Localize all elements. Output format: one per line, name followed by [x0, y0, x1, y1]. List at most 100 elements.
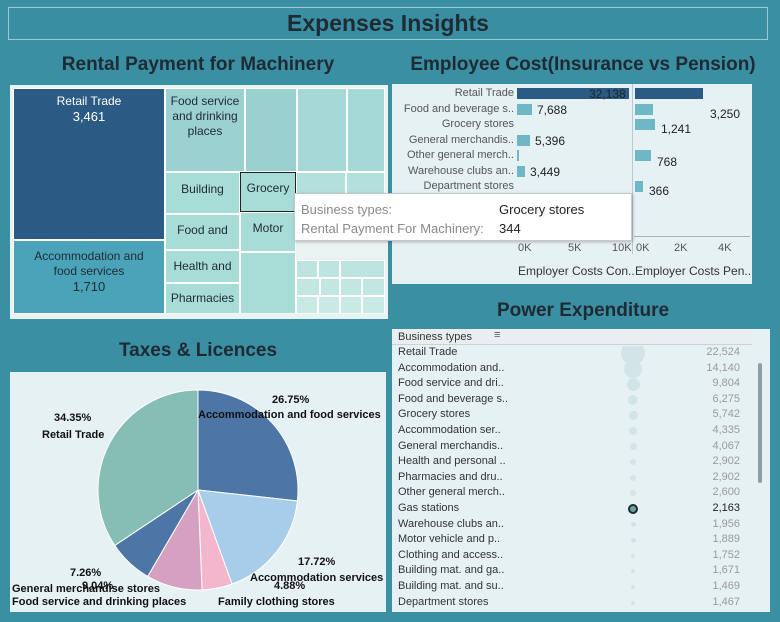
pie-label-pct: 26.75% [272, 394, 310, 406]
treemap-cell-pharmacies[interactable]: Pharmacies [165, 283, 240, 314]
axis-tick: 2K [674, 242, 688, 254]
treemap-cell[interactable] [245, 88, 297, 172]
treemap-cell[interactable] [318, 296, 340, 314]
power-row[interactable]: Pharmacies and dru.. 2,902 [392, 471, 766, 486]
power-title: Power Expenditure [496, 300, 670, 321]
treemap-cell[interactable] [318, 260, 340, 278]
power-row[interactable]: Clothing and access.. 1,752 [392, 549, 766, 564]
power-circle-mark[interactable] [630, 490, 636, 497]
power-circle-mark[interactable] [630, 474, 636, 481]
power-circle-mark[interactable] [629, 443, 637, 451]
power-circle-mark[interactable] [631, 585, 635, 589]
insurance-bar[interactable] [517, 103, 532, 115]
treemap-cell[interactable] [240, 252, 296, 314]
treemap-cell-building[interactable]: Building [165, 172, 240, 214]
treemap-label: Food service and drinking places [170, 94, 240, 138]
power-row[interactable]: Grocery stores 5,742 [392, 408, 766, 423]
treemap-cell[interactable] [362, 278, 385, 296]
power-row[interactable]: Gas stations 2,163 [392, 502, 766, 517]
power-row-value: 1,469 [712, 580, 740, 592]
power-row[interactable]: General merchandis.. 4,067 [392, 440, 766, 455]
axis-tick: 10K [612, 242, 632, 254]
power-circle-mark[interactable] [631, 600, 635, 605]
power-circle-mark[interactable] [628, 410, 638, 420]
treemap-cell-health[interactable]: Health and [165, 250, 240, 283]
treemap-cell[interactable] [340, 278, 362, 296]
sort-icon[interactable]: ≡ [494, 329, 501, 341]
treemap-cell[interactable] [340, 296, 362, 314]
pie-slice-accommodation-food[interactable] [197, 389, 299, 502]
treemap-cell-food-service[interactable]: Food service and drinking places [165, 88, 245, 172]
power-row[interactable]: Health and personal .. 2,902 [392, 455, 766, 470]
power-circle-mark[interactable] [631, 569, 635, 574]
power-row[interactable]: Warehouse clubs an.. 1,956 [392, 518, 766, 533]
power-circle-mark[interactable] [626, 377, 640, 391]
pension-bar[interactable] [635, 181, 643, 192]
power-row[interactable]: Other general merch.. 2,600 [392, 486, 766, 501]
insurance-bar[interactable] [517, 134, 530, 146]
rental-title: Rental Payment for Machinery [61, 54, 335, 75]
pension-bar[interactable] [635, 88, 703, 99]
pension-bar[interactable] [635, 150, 651, 161]
power-circle-mark[interactable] [628, 394, 638, 405]
power-circle-mark[interactable] [624, 359, 642, 378]
pie-chart [97, 389, 299, 591]
pie-label-name: Food service and drinking places [12, 596, 187, 608]
power-row[interactable]: Accommodation ser.. 4,335 [392, 424, 766, 439]
power-row-value: 6,275 [712, 392, 740, 405]
power-circle-mark[interactable] [621, 346, 645, 365]
power-row[interactable]: Food and beverage s.. 6,275 [392, 393, 766, 408]
pension-bar[interactable] [635, 103, 653, 115]
power-row[interactable]: Retail Trade 22,524 [392, 346, 766, 365]
power-row-value: 4,067 [712, 439, 740, 452]
power-circle-mark[interactable] [629, 427, 637, 435]
power-row[interactable]: Department stores 1,467 [392, 596, 766, 611]
pension-value: 768 [657, 155, 678, 169]
treemap-cell[interactable] [296, 260, 318, 278]
power-circle-mark[interactable] [628, 504, 638, 514]
scrollbar-thumb[interactable] [758, 363, 762, 483]
power-circle-mark[interactable] [630, 537, 636, 543]
pie-label-pct: 9.04% [82, 580, 114, 592]
treemap-cell[interactable] [297, 88, 347, 172]
treemap-cell[interactable] [296, 278, 320, 296]
treemap-cell-accommodation[interactable]: Accommodation and food services 1,710 [13, 240, 165, 314]
treemap-cell[interactable] [362, 296, 385, 314]
employee-category-label: Department stores [423, 180, 514, 192]
power-row[interactable]: Motor vehicle and p.. 1,889 [392, 533, 766, 548]
pie-slice-retail-trade[interactable] [97, 389, 199, 547]
power-row[interactable]: Food service and dri.. 9,804 [392, 377, 766, 392]
pie-slice-accommodation-services[interactable] [197, 489, 298, 585]
employee-title: Employee Cost(Insurance vs Pension) [410, 54, 756, 75]
power-row[interactable]: Building mat. and su.. 1,469 [392, 580, 766, 595]
insurance-value: 32,138 [589, 87, 626, 101]
power-row-value: 5,742 [712, 408, 740, 421]
power-circle-mark[interactable] [630, 522, 636, 528]
insurance-bar[interactable] [517, 165, 525, 177]
treemap-cell[interactable] [296, 296, 318, 314]
power-row-value: 2,902 [712, 470, 740, 483]
treemap-cell[interactable] [340, 260, 385, 278]
power-row-value: 2,902 [712, 455, 740, 468]
employee-chart: Retail Trade 32,138 Food and beverage s.. 7… [392, 84, 752, 284]
power-row-name: Food service and dri.. [398, 377, 504, 390]
treemap-cell-motor[interactable]: Motor [240, 212, 296, 252]
treemap-cell[interactable] [347, 88, 385, 172]
axis-tick: 0K [636, 242, 650, 254]
power-circle-mark[interactable] [631, 553, 635, 558]
treemap-cell-food-and[interactable]: Food and [165, 214, 240, 250]
pie-label-pct: 34.35% [54, 412, 92, 424]
scrollbar[interactable] [757, 349, 763, 604]
insurance-bar[interactable] [517, 150, 519, 161]
insurance-bar[interactable] [517, 88, 629, 99]
treemap-cell-grocery[interactable]: Grocery [240, 172, 296, 212]
power-row[interactable]: Accommodation and.. 14,140 [392, 359, 766, 378]
treemap-cell-retail-trade[interactable]: Retail Trade 3,461 [13, 88, 165, 240]
power-circle-mark[interactable] [630, 459, 636, 466]
pension-bar[interactable] [635, 119, 655, 130]
pension-axis-title: Employer Costs Pen.. [635, 264, 752, 278]
power-row[interactable]: Building mat. and ga.. 1,671 [392, 564, 766, 579]
treemap-cell[interactable] [320, 278, 340, 296]
power-row-name: Accommodation ser.. [398, 424, 501, 436]
power-table: Business types ≡ Retail Trade 22,524 Accom… [392, 329, 770, 612]
